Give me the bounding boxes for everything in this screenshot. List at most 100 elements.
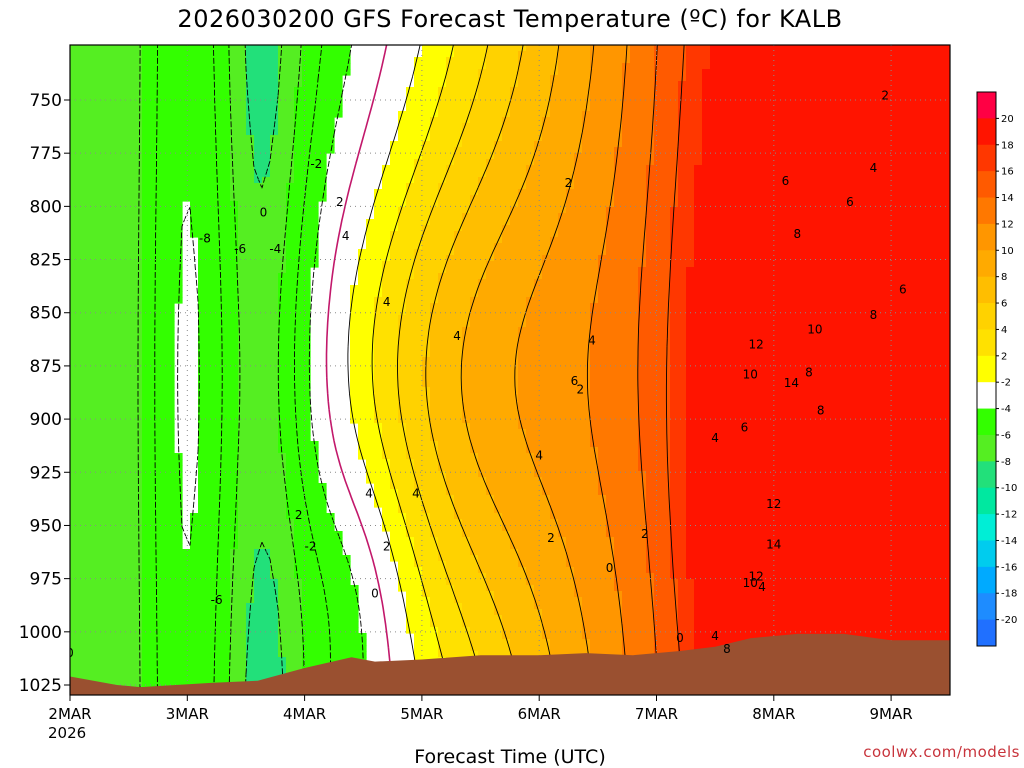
- temperature-cell: [462, 411, 471, 418]
- temperature-cell: [134, 201, 143, 208]
- temperature-cell: [118, 537, 127, 544]
- temperature-cell: [78, 465, 87, 472]
- temperature-cell: [110, 591, 119, 598]
- temperature-cell: [110, 63, 119, 70]
- temperature-cell: [478, 621, 487, 628]
- temperature-cell: [446, 507, 455, 514]
- temperature-cell: [118, 135, 127, 142]
- temperature-cell: [422, 231, 431, 238]
- temperature-cell: [134, 165, 143, 172]
- temperature-cell: [86, 423, 95, 430]
- temperature-cell: [310, 633, 319, 640]
- temperature-cell: [446, 471, 455, 478]
- temperature-cell: [254, 309, 263, 316]
- temperature-cell: [446, 531, 455, 538]
- temperature-cell: [70, 423, 79, 430]
- temperature-cell: [166, 87, 175, 94]
- temperature-cell: [262, 393, 271, 400]
- temperature-cell: [462, 639, 471, 646]
- temperature-cell: [94, 495, 103, 502]
- temperature-cell: [150, 561, 159, 568]
- temperature-cell: [174, 225, 183, 232]
- temperature-cell: [238, 531, 247, 538]
- temperature-cell: [198, 219, 207, 226]
- temperature-cell: [246, 585, 255, 592]
- temperature-cell: [294, 627, 303, 634]
- temperature-cell: [398, 141, 407, 148]
- temperature-cell: [198, 201, 207, 208]
- temperature-cell: [198, 561, 207, 568]
- temperature-cell: [486, 159, 495, 166]
- temperature-cell: [238, 219, 247, 226]
- temperature-cell: [414, 75, 423, 82]
- temperature-cell: [326, 63, 335, 70]
- temperature-cell: [334, 57, 343, 64]
- temperature-cell: [214, 135, 223, 142]
- temperature-cell: [238, 381, 247, 388]
- temperature-cell: [414, 591, 423, 598]
- temperature-cell: [494, 45, 503, 52]
- temperature-cell: [86, 675, 95, 682]
- temperature-cell: [142, 363, 151, 370]
- temperature-cell: [446, 375, 455, 382]
- temperature-cell: [70, 525, 79, 532]
- temperature-cell: [382, 237, 391, 244]
- temperature-cell: [366, 249, 375, 256]
- temperature-cell: [142, 423, 151, 430]
- temperature-cell: [478, 261, 487, 268]
- temperature-cell: [310, 183, 319, 190]
- temperature-cell: [470, 471, 479, 478]
- temperature-cell: [422, 477, 431, 484]
- temperature-cell: [246, 387, 255, 394]
- temperature-cell: [406, 441, 415, 448]
- temperature-cell: [358, 279, 367, 286]
- temperature-cell: [462, 405, 471, 412]
- temperature-cell: [414, 417, 423, 424]
- temperature-cell: [174, 543, 183, 550]
- temperature-cell: [430, 447, 439, 454]
- temperature-cell: [86, 651, 95, 658]
- temperature-cell: [462, 339, 471, 346]
- temperature-cell: [454, 201, 463, 208]
- temperature-cell: [454, 309, 463, 316]
- temperature-cell: [230, 447, 239, 454]
- temperature-cell: [478, 237, 487, 244]
- temperature-cell: [262, 357, 271, 364]
- temperature-cell: [302, 249, 311, 256]
- temperature-cell: [334, 543, 343, 550]
- temperature-cell: [230, 471, 239, 478]
- temperature-cell: [142, 615, 151, 622]
- temperature-cell: [70, 405, 79, 412]
- temperature-cell: [126, 165, 135, 172]
- temperature-cell: [70, 561, 79, 568]
- temperature-cell: [398, 549, 407, 556]
- temperature-cell: [438, 435, 447, 442]
- temperature-cell: [278, 519, 287, 526]
- temperature-cell: [246, 273, 255, 280]
- temperature-cell: [214, 315, 223, 322]
- temperature-cell: [78, 381, 87, 388]
- temperature-cell: [422, 51, 431, 58]
- temperature-cell: [150, 207, 159, 214]
- temperature-cell: [262, 189, 271, 196]
- temperature-cell: [334, 639, 343, 646]
- temperature-cell: [222, 423, 231, 430]
- temperature-cell: [486, 639, 495, 646]
- temperature-cell: [94, 675, 103, 682]
- temperature-cell: [158, 609, 167, 616]
- temperature-cell: [150, 285, 159, 292]
- temperature-cell: [486, 339, 495, 346]
- temperature-cell: [262, 657, 271, 664]
- temperature-cell: [150, 327, 159, 334]
- temperature-cell: [150, 435, 159, 442]
- temperature-cell: [422, 519, 431, 526]
- temperature-cell: [310, 477, 319, 484]
- temperature-cell: [406, 435, 415, 442]
- temperature-cell: [118, 507, 127, 514]
- temperature-cell: [126, 681, 135, 688]
- temperature-cell: [414, 411, 423, 418]
- temperature-cell: [142, 69, 151, 76]
- temperature-cell: [166, 555, 175, 562]
- temperature-cell: [406, 423, 415, 430]
- temperature-cell: [286, 255, 295, 262]
